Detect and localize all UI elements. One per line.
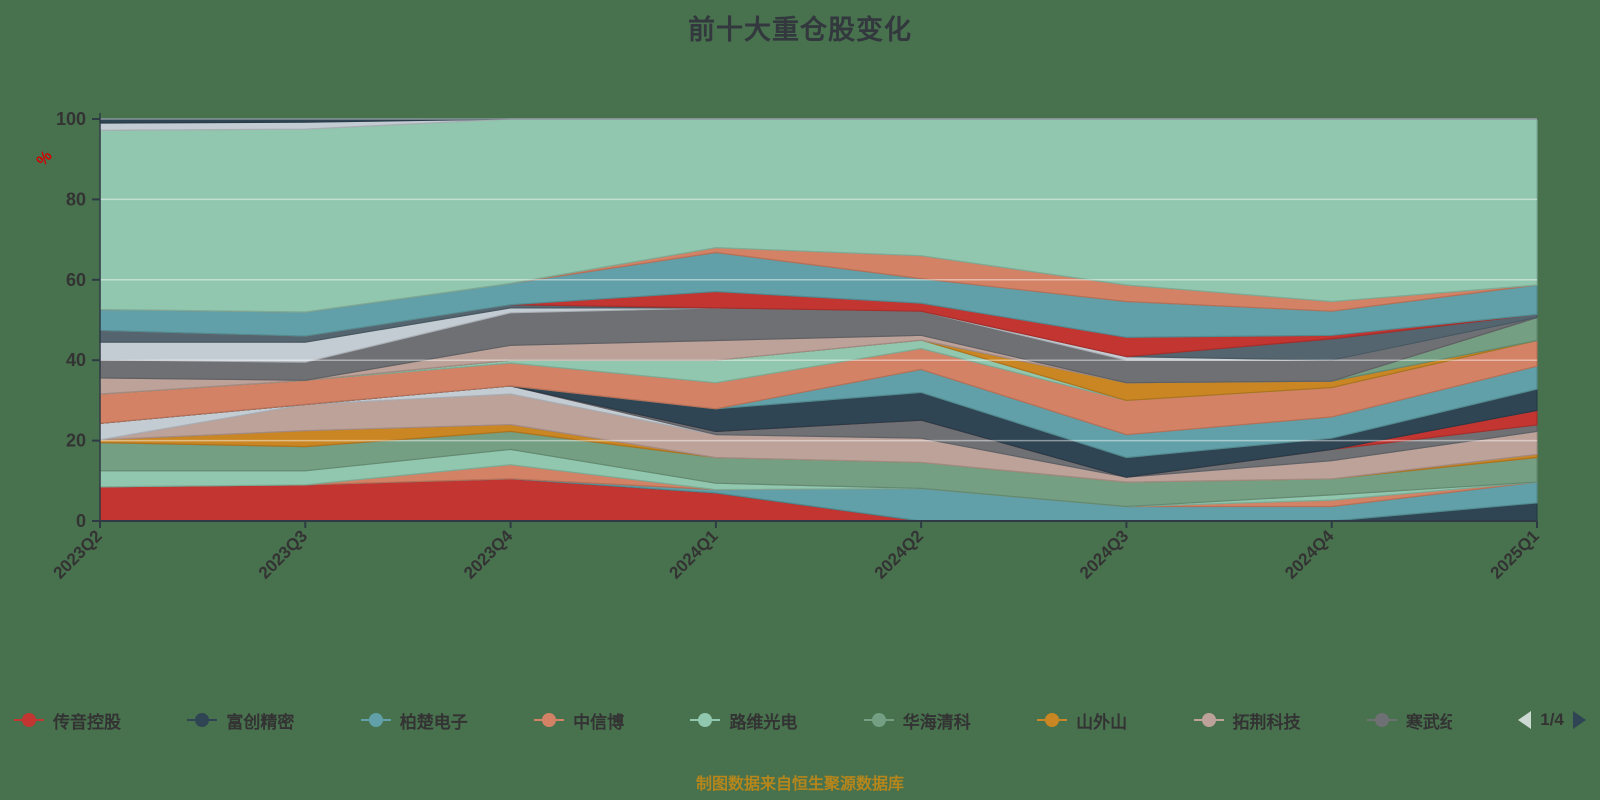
x-tick-label: 2024Q2 [871, 526, 927, 582]
y-tick-label: 60 [66, 270, 86, 290]
x-tick-label: 2024Q4 [1281, 526, 1338, 583]
legend: 传音控股 富创精密 柏楚电子 中信博 路维光电 华海清科 山外山 拓荆科技 寒武纪 1/4 [14, 703, 1586, 737]
x-tick-label: 2023Q2 [50, 526, 106, 582]
page-title: 前十大重仓股变化 [688, 15, 912, 45]
legend-item-label: 山外山 [1076, 712, 1128, 732]
legend-item-label: 中信博 [573, 712, 625, 732]
legend-item-寒武纪[interactable]: 寒武纪 [1366, 708, 1452, 733]
legend-item-label: 华海清科 [902, 712, 971, 732]
legend-item-柏楚电子[interactable]: 柏楚电子 [360, 708, 468, 733]
legend-marker-icon [690, 713, 721, 728]
legend-marker-icon [360, 713, 391, 728]
legend-marker-icon [534, 713, 565, 728]
y-tick-label: 100 [56, 109, 86, 129]
y-tick-label: 0 [76, 511, 86, 531]
legend-item-label: 寒武纪 [1405, 712, 1452, 732]
legend-item-山外山[interactable]: 山外山 [1037, 708, 1127, 733]
legend-item-中信博[interactable]: 中信博 [534, 708, 624, 733]
legend-next-page-icon[interactable] [1572, 711, 1586, 729]
chart-canvas: 2023Q2 2023Q3 2023Q4 2024Q1 2024Q2 2024Q3 2024… [50, 109, 1543, 583]
legend-item-路维光电[interactable]: 路维光电 [690, 708, 797, 733]
legend-pager: 1/4 [1518, 710, 1586, 730]
x-tick-label: 2025Q1 [1487, 526, 1543, 582]
legend-marker-icon [1193, 713, 1224, 728]
legend-item-label: 拓荆科技 [1232, 712, 1301, 732]
legend-item-label: 传音控股 [53, 712, 121, 732]
legend-item-传音控股[interactable]: 传音控股 [14, 708, 121, 733]
stacked-area-chart: 2023Q2 2023Q3 2023Q4 2024Q1 2024Q2 2024Q3 2024… [0, 55, 1600, 695]
x-tick-label: 2023Q4 [460, 526, 517, 583]
legend-item-华海清科[interactable]: 华海清科 [863, 708, 971, 733]
x-tick-label: 2024Q1 [665, 526, 721, 582]
legend-page-indicator: 1/4 [1540, 710, 1564, 729]
legend-marker-icon [14, 713, 44, 728]
y-tick-label: 20 [66, 431, 86, 451]
x-tick-label: 2024Q3 [1076, 526, 1132, 582]
legend-item-label: 富创精密 [226, 712, 295, 732]
legend-prev-page-icon[interactable] [1518, 711, 1532, 729]
legend-marker-icon [1366, 713, 1397, 728]
legend-item-富创精密[interactable]: 富创精密 [187, 708, 294, 733]
x-tick-label: 2023Q3 [255, 526, 311, 582]
data-source-caption: 制图数据来自恒生聚源数据库 [695, 776, 904, 793]
legend-marker-icon [1037, 713, 1068, 728]
y-tick-label: 40 [66, 350, 86, 370]
legend-item-label: 路维光电 [729, 712, 798, 732]
area-series-band-26 [99, 118, 1538, 124]
legend-item-label: 柏楚电子 [399, 712, 468, 732]
legend-marker-icon [863, 713, 894, 728]
legend-marker-icon [187, 713, 218, 728]
legend-item-拓荆科技[interactable]: 拓荆科技 [1193, 708, 1301, 733]
y-tick-label: 80 [66, 189, 86, 209]
